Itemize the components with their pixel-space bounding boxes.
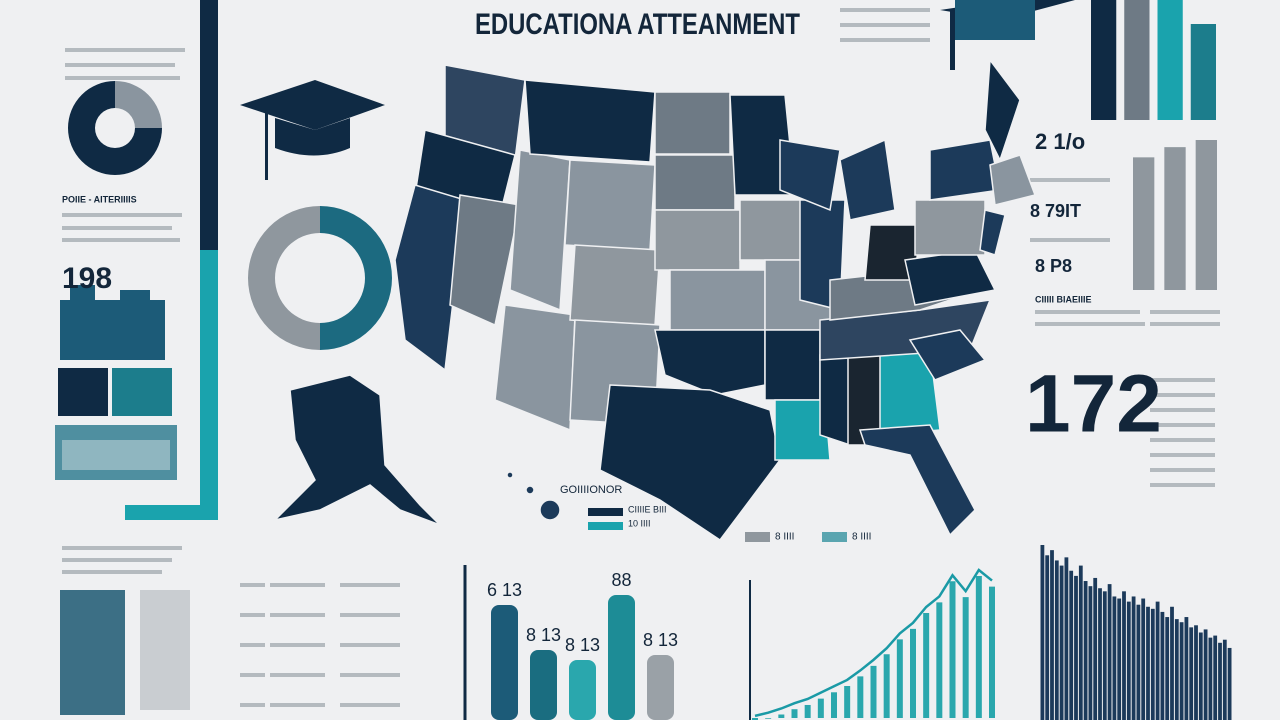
bar <box>1102 591 1107 720</box>
bar <box>1093 577 1098 720</box>
value-label: 8 13 <box>643 630 678 650</box>
grad-cap <box>240 0 1075 180</box>
bar <box>1124 0 1150 120</box>
bar <box>1184 617 1189 720</box>
bar <box>1054 560 1059 720</box>
bar <box>1190 24 1216 120</box>
bar <box>1208 637 1213 720</box>
divider <box>200 250 218 520</box>
legend-swatch <box>588 508 623 516</box>
legend-swatch <box>588 522 623 530</box>
bar <box>1078 565 1083 720</box>
divider <box>125 505 218 520</box>
bar <box>1069 570 1074 720</box>
bar <box>1222 639 1227 720</box>
donut-slice <box>115 81 162 128</box>
value-label: 8 13 <box>565 635 600 655</box>
big-number: 172 <box>1025 359 1162 450</box>
stat-number: 8 P8 <box>1035 256 1072 276</box>
bar <box>1164 147 1186 290</box>
bar <box>1122 591 1126 720</box>
bar <box>1150 608 1155 720</box>
bar <box>1155 601 1160 720</box>
value-label: 6 13 <box>487 580 522 600</box>
text-lines <box>62 8 1220 707</box>
bar <box>491 605 518 720</box>
bar <box>1198 632 1203 720</box>
bar <box>1165 617 1170 720</box>
bar <box>1160 611 1165 720</box>
bar <box>1195 140 1217 290</box>
bar <box>1083 581 1088 720</box>
bar <box>608 595 635 720</box>
line <box>754 568 993 718</box>
bar <box>1218 642 1222 720</box>
donut-slice <box>68 81 162 175</box>
bar <box>1091 0 1117 120</box>
legend-label: 8 IIII <box>775 532 794 543</box>
bar <box>1059 565 1064 720</box>
legend-label: 8 IIII <box>852 532 871 543</box>
bar <box>1133 157 1155 290</box>
legend-title: GOIIIIONOR <box>560 484 622 496</box>
stat-number: 198 <box>62 262 112 295</box>
bar <box>530 650 557 720</box>
heading: CIIIII BIAEIIIE <box>1035 294 1092 304</box>
legend-swatch <box>822 532 847 542</box>
legend-swatch <box>745 532 770 542</box>
value-label: 8 13 <box>526 625 561 645</box>
bar <box>1040 545 1045 720</box>
bar <box>569 660 596 720</box>
bar <box>1098 588 1102 720</box>
us-map <box>272 57 1036 542</box>
legend-label: CIIIIE BIII <box>628 504 667 514</box>
bar <box>1227 647 1232 720</box>
bar <box>1107 584 1112 720</box>
bar <box>1064 557 1069 720</box>
bar <box>1088 586 1093 720</box>
donut-slice <box>248 206 320 350</box>
bar <box>1179 622 1184 720</box>
divider <box>200 0 218 250</box>
bar <box>1157 0 1183 120</box>
bar <box>1112 596 1117 720</box>
bar <box>1131 596 1136 720</box>
bar <box>1170 606 1174 720</box>
skyline <box>55 285 190 715</box>
heading: POIIE - AITERIIIIS <box>62 194 137 204</box>
donut-slice <box>320 206 392 350</box>
bar <box>1117 598 1122 720</box>
bar <box>1203 629 1208 720</box>
bar <box>1136 604 1141 720</box>
bar <box>1074 575 1078 720</box>
bar <box>1189 627 1194 720</box>
bar <box>1126 601 1131 720</box>
title: EDUCATIONA ATTEANMENT <box>475 8 800 41</box>
bar <box>647 655 674 720</box>
bar <box>1050 550 1054 720</box>
value-label: 88 <box>611 570 631 590</box>
bar <box>1213 635 1218 720</box>
bar <box>1141 598 1146 720</box>
bar <box>1045 555 1050 720</box>
bar <box>1146 606 1150 720</box>
stat-number: 8 79IT <box>1030 201 1081 221</box>
stat-number: 2 1/o <box>1035 129 1085 154</box>
bar <box>1194 625 1198 720</box>
bar <box>1174 619 1179 720</box>
legend-label: 10 IIII <box>628 518 651 528</box>
